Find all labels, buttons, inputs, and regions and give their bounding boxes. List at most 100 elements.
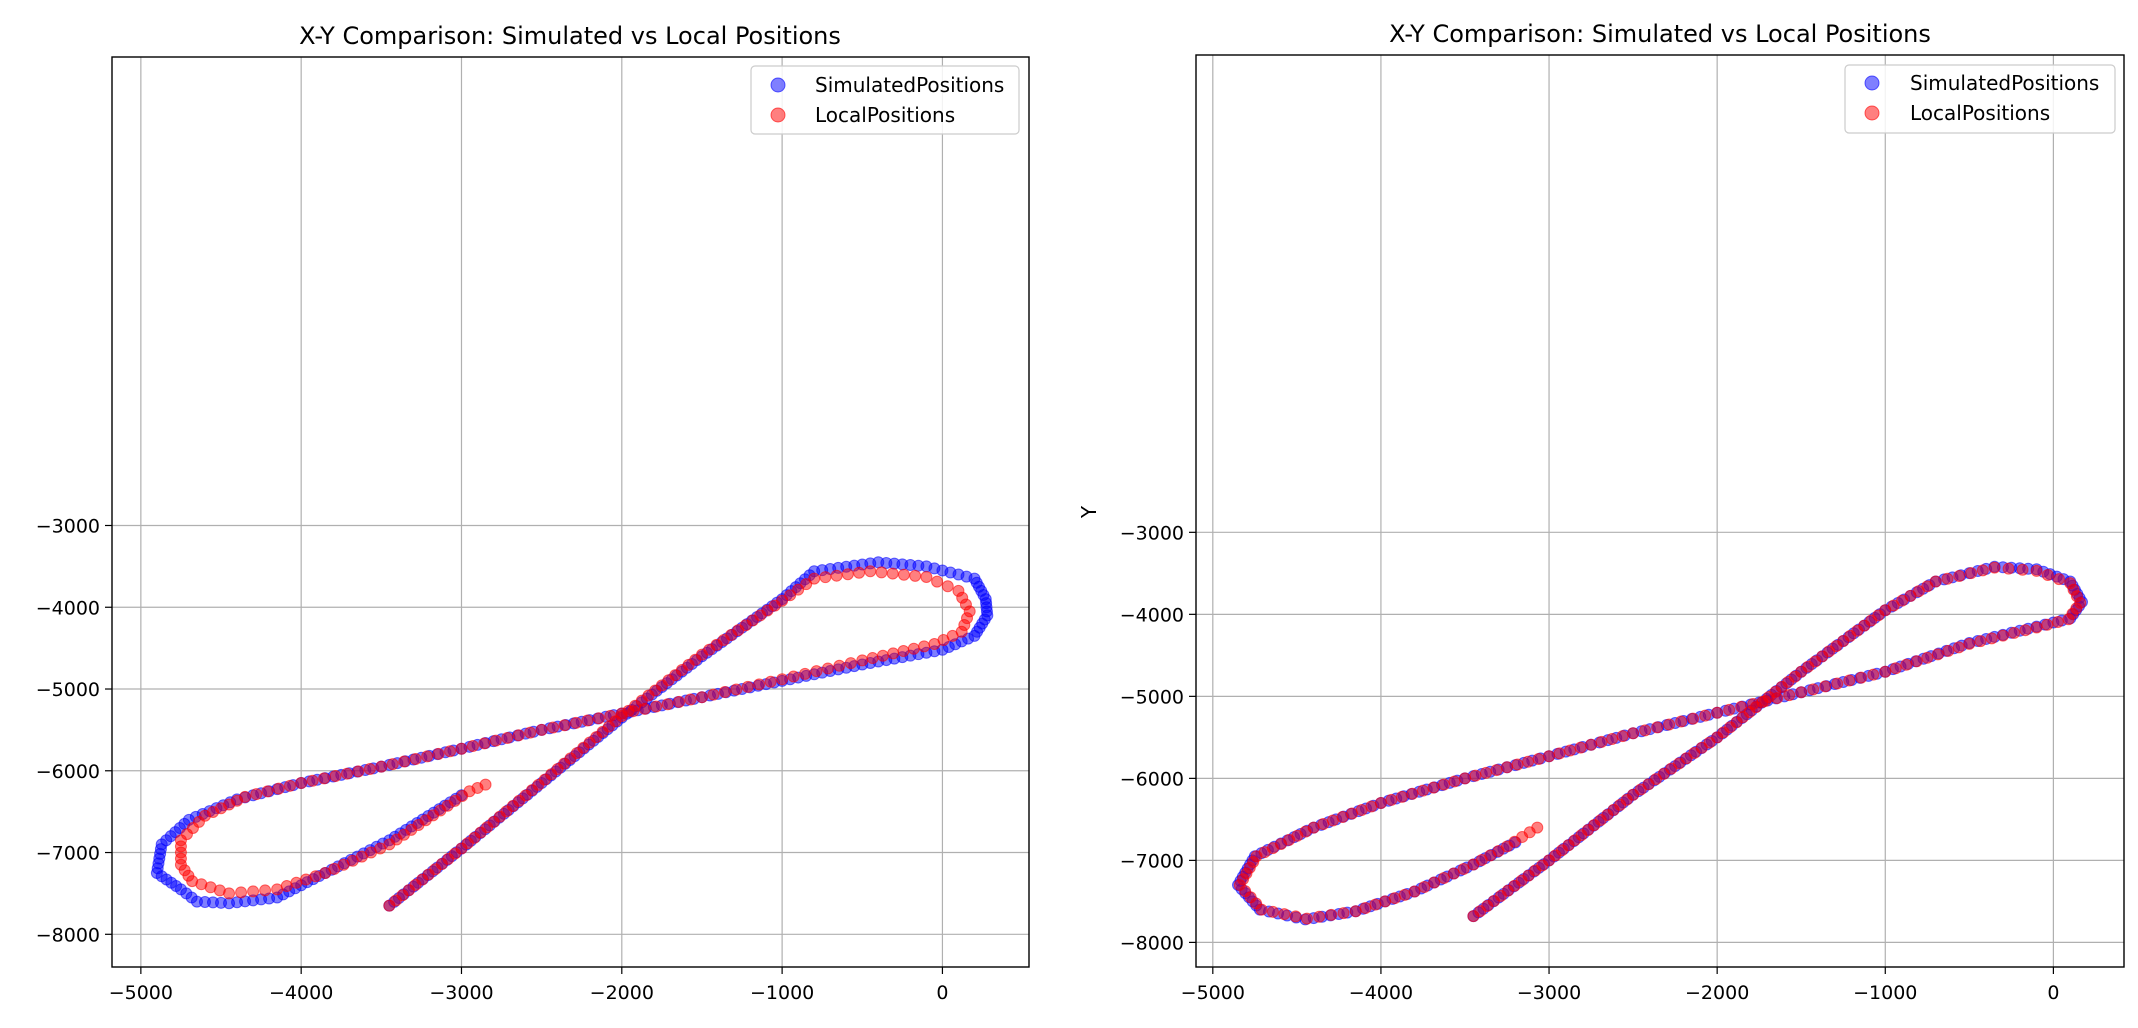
scatter-point-local-left xyxy=(329,770,342,783)
scatter-point-local-right xyxy=(1416,784,1429,797)
scatter-point-local-left xyxy=(627,705,640,718)
scatter-point-local-right xyxy=(1985,632,1998,645)
scatter-point-local-left xyxy=(432,747,445,760)
scatter-point-local-left xyxy=(638,702,651,715)
scatter-point-local-right xyxy=(1651,721,1664,734)
scatter-point-local-right xyxy=(2002,562,2015,575)
x-tick-label-left: −5000 xyxy=(109,982,173,1004)
scatter-point-local-left xyxy=(478,737,491,750)
scatter-point-local-left xyxy=(730,683,743,696)
scatter-point-local-right xyxy=(1469,769,1482,782)
scatter-point-local-left xyxy=(695,691,708,704)
scatter-point-local-left xyxy=(306,774,319,787)
y-tick-label-right: −5000 xyxy=(1120,686,1184,708)
scatter-point-local-right xyxy=(1480,766,1492,779)
scatter-point-local-left xyxy=(833,659,846,672)
scatter-point-local-right xyxy=(1963,637,1976,650)
scatter-point-local-right xyxy=(2016,563,2029,576)
scatter-point-local-left xyxy=(512,729,525,742)
scatter-point-local-right xyxy=(2019,624,2032,637)
y-axis-label-right: Y xyxy=(1077,505,1101,519)
scatter-point-local-right xyxy=(2041,618,2054,631)
grid-left xyxy=(112,57,1029,967)
scatter-point-local-left xyxy=(535,723,548,736)
legend-left: SimulatedPositions LocalPositions xyxy=(750,65,1020,135)
scatter-point-local-left xyxy=(235,886,248,899)
scatter-point-local-right xyxy=(1289,910,1302,923)
scatter-point-local-right xyxy=(1663,718,1676,731)
scatter-point-local-right xyxy=(1458,772,1471,785)
scatter-point-local-left xyxy=(830,569,843,582)
scatter-point-local-left xyxy=(592,712,605,725)
scatter-point-local-left xyxy=(907,642,920,655)
scatter-point-local-left xyxy=(409,752,422,765)
y-tick-label-right: −8000 xyxy=(1120,932,1184,954)
y-tick-label-right: −7000 xyxy=(1120,850,1184,872)
scatter-point-local-right xyxy=(1941,572,1954,585)
x-tick-label-right: −1000 xyxy=(1853,982,1917,1004)
scatter-point-local-right xyxy=(1595,735,1608,748)
scatter-point-local-right xyxy=(1807,683,1820,696)
legend-marker-simulated-left xyxy=(770,77,786,93)
scatter-point-local-left xyxy=(444,745,457,758)
chart-title-left: X-Y Comparison: Simulated vs Local Posit… xyxy=(299,22,841,50)
x-tick-label-right: −5000 xyxy=(1181,982,1245,1004)
scatter-point-local-left xyxy=(875,566,888,579)
scatter-point-local-right xyxy=(1900,658,1913,671)
scatter-point-local-left xyxy=(386,758,399,771)
scatter-point-local-left xyxy=(466,740,479,753)
scatter-point-local-left xyxy=(398,755,411,768)
legend-right: SimulatedPositions LocalPositions xyxy=(1844,64,2116,134)
scatter-point-local-left xyxy=(887,647,900,660)
y-tick-label-left: −5000 xyxy=(36,679,100,701)
scatter-point-local-right xyxy=(1711,706,1724,719)
y-tick-label-right: −6000 xyxy=(1120,768,1184,790)
scatter-point-local-left xyxy=(897,568,910,581)
scatter-point-local-left xyxy=(295,777,308,790)
scatter-point-local-left xyxy=(352,765,365,778)
legend-box-left xyxy=(750,65,1020,135)
scatter-point-local-left xyxy=(841,568,854,581)
scatter-point-local-right xyxy=(1988,561,2001,574)
scatter-point-local-right xyxy=(1447,867,1460,880)
scatter-point-local-left xyxy=(223,887,236,900)
legend-marker-local-right xyxy=(1864,105,1880,121)
scatter-point-local-right xyxy=(1385,793,1398,806)
scatter-point-local-right xyxy=(1699,709,1712,722)
axis-ticks-left: −5000 −4000 −3000 −2000 −1000 0 −8000 −7000 −600… xyxy=(36,515,949,1004)
x-tick-label-left: −3000 xyxy=(429,982,493,1004)
scatter-point-local-left xyxy=(375,760,388,773)
plot-frame-left xyxy=(111,56,1030,968)
scatter-point-local-left xyxy=(941,580,954,593)
grid-right xyxy=(1196,55,2124,967)
x-tick-label-right: −3000 xyxy=(1517,982,1581,1004)
scatter-point-local-right xyxy=(1606,733,1619,745)
scatter-point-local-right xyxy=(1313,910,1326,923)
x-tick-label-right: 0 xyxy=(2047,982,2059,1004)
x-tick-label-left: −1000 xyxy=(750,982,814,1004)
scatter-point-local-right xyxy=(1889,662,1902,675)
scatter-point-local-left xyxy=(272,782,285,795)
y-tick-label-left: −8000 xyxy=(36,924,100,946)
scatter-point-local-right xyxy=(2052,573,2065,586)
legend-label-simulated-right: SimulatedPositions xyxy=(1910,71,2099,95)
scatter-point-local-left xyxy=(421,750,434,763)
scatter-point-local-right xyxy=(1501,761,1514,774)
scatter-point-local-left xyxy=(844,657,857,670)
scatter-point-local-right xyxy=(2030,564,2043,577)
scatter-point-local-right xyxy=(1855,671,1868,684)
scatter-point-local-right xyxy=(1490,764,1503,777)
scatter-point-local-left xyxy=(776,673,789,686)
scatter-point-local-right xyxy=(2051,615,2064,628)
scatter-point-local-left xyxy=(787,670,800,683)
scatter-point-local-right xyxy=(1921,651,1934,664)
scatter-point-local-right xyxy=(1437,872,1450,885)
scatter-point-local-right xyxy=(1300,912,1313,925)
scatter-point-local-right xyxy=(1687,712,1700,725)
scatter-point-local-left xyxy=(808,572,821,585)
scatter-point-local-right xyxy=(1759,695,1772,708)
scatter-point-local-left xyxy=(928,638,941,651)
scatter-point-local-left xyxy=(489,734,502,747)
plot-frame-right xyxy=(1195,54,2125,968)
scatter-point-local-left xyxy=(799,667,812,680)
